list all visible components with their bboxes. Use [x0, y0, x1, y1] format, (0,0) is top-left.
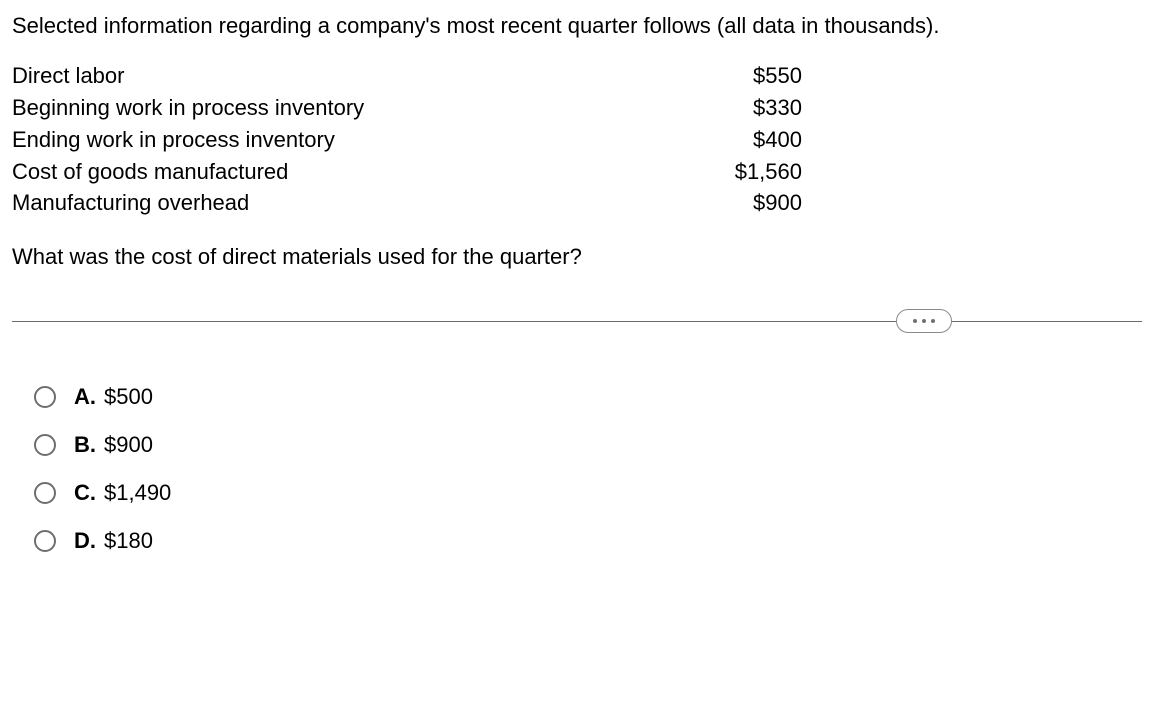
- data-table: Direct labor $550 Beginning work in proc…: [12, 60, 802, 219]
- data-label: Manufacturing overhead: [12, 187, 652, 219]
- option-text: $500: [104, 381, 153, 413]
- data-value: $330: [652, 92, 802, 124]
- ellipsis-icon: [913, 319, 917, 323]
- answer-options: A. $500 B. $900 C. $1,490 D. $180: [12, 381, 1142, 557]
- data-label: Ending work in process inventory: [12, 124, 652, 156]
- data-row: Cost of goods manufactured $1,560: [12, 156, 802, 188]
- option-text: $1,490: [104, 477, 171, 509]
- option-text: $900: [104, 429, 153, 461]
- data-value: $400: [652, 124, 802, 156]
- radio-icon: [34, 434, 56, 456]
- data-value: $550: [652, 60, 802, 92]
- question-intro: Selected information regarding a company…: [12, 10, 1142, 42]
- option-d[interactable]: D. $180: [34, 525, 1142, 557]
- question-text: What was the cost of direct materials us…: [12, 241, 1142, 273]
- option-letter: C.: [74, 477, 104, 509]
- option-a[interactable]: A. $500: [34, 381, 1142, 413]
- option-letter: B.: [74, 429, 104, 461]
- data-value: $1,560: [652, 156, 802, 188]
- ellipsis-icon: [922, 319, 926, 323]
- data-row: Ending work in process inventory $400: [12, 124, 802, 156]
- section-divider: [12, 301, 1142, 341]
- data-value: $900: [652, 187, 802, 219]
- more-button[interactable]: [896, 309, 952, 333]
- option-letter: A.: [74, 381, 104, 413]
- option-text: $180: [104, 525, 153, 557]
- option-b[interactable]: B. $900: [34, 429, 1142, 461]
- data-row: Manufacturing overhead $900: [12, 187, 802, 219]
- data-label: Beginning work in process inventory: [12, 92, 652, 124]
- data-label: Direct labor: [12, 60, 652, 92]
- data-row: Beginning work in process inventory $330: [12, 92, 802, 124]
- option-c[interactable]: C. $1,490: [34, 477, 1142, 509]
- radio-icon: [34, 530, 56, 552]
- data-row: Direct labor $550: [12, 60, 802, 92]
- radio-icon: [34, 482, 56, 504]
- radio-icon: [34, 386, 56, 408]
- ellipsis-icon: [931, 319, 935, 323]
- divider-line: [12, 321, 1142, 322]
- option-letter: D.: [74, 525, 104, 557]
- data-label: Cost of goods manufactured: [12, 156, 652, 188]
